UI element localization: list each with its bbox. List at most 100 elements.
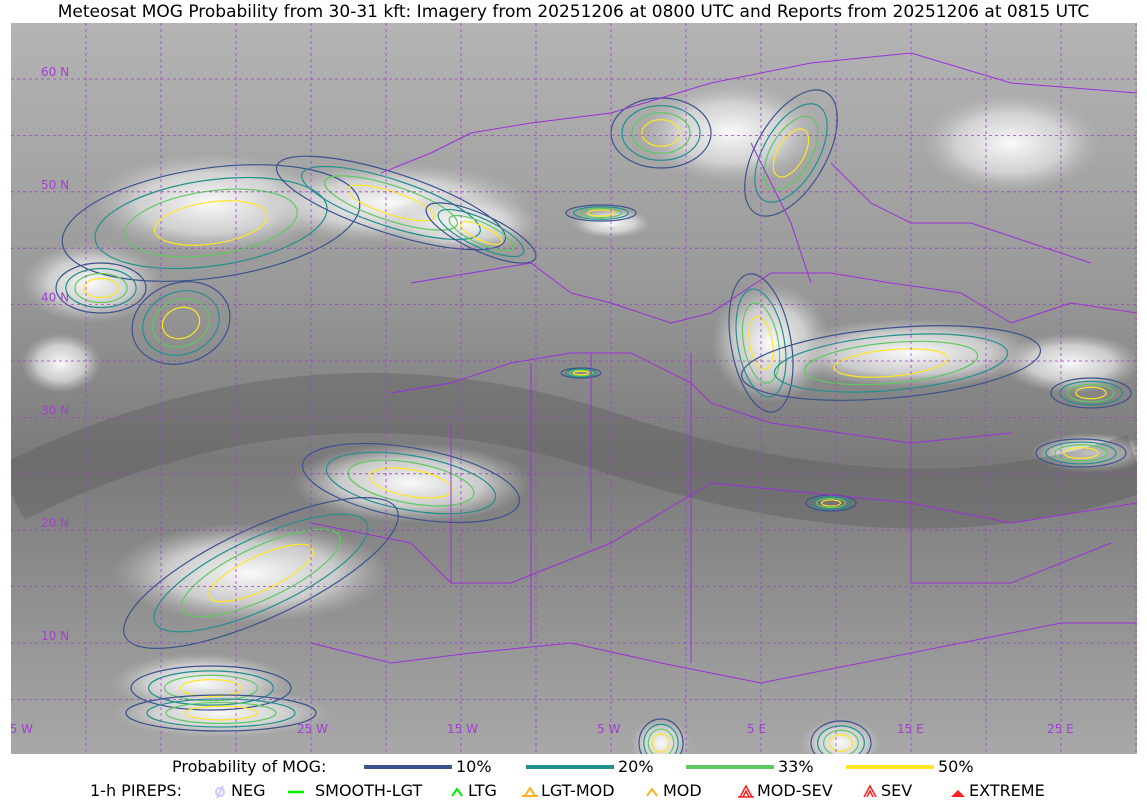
probability-contour bbox=[647, 728, 675, 754]
pireps-legend-label: 1-h PIREPS: bbox=[90, 781, 182, 800]
probability-contour bbox=[773, 333, 1009, 393]
probability-contour bbox=[346, 184, 436, 222]
probability-legend-item: 33% bbox=[686, 757, 814, 776]
longitude-label: 35 W bbox=[11, 722, 33, 736]
probability-contour bbox=[833, 348, 949, 378]
double-caret-icon bbox=[863, 783, 877, 797]
probability-contour bbox=[643, 723, 679, 754]
satellite-map: 60 N 50 N 40 N 30 N 20 N 10 N 35 W 25 W 15 W 5 W… bbox=[11, 23, 1137, 754]
probability-contour bbox=[153, 513, 369, 633]
probability-contour bbox=[638, 718, 684, 754]
probability-contour bbox=[763, 115, 819, 191]
probability-contour bbox=[425, 202, 537, 264]
probability-contour bbox=[323, 175, 459, 231]
null-symbol-icon bbox=[215, 785, 225, 798]
latitude-label: 60 N bbox=[41, 65, 69, 79]
probability-contour bbox=[94, 176, 328, 270]
probability-contour bbox=[180, 528, 342, 618]
pirep-legend-item: MOD bbox=[644, 781, 702, 800]
probability-contour bbox=[631, 112, 691, 154]
probability-contour bbox=[347, 459, 475, 507]
probability-contour bbox=[131, 281, 231, 365]
latitude-label: 30 N bbox=[41, 403, 69, 417]
dash-icon bbox=[288, 790, 304, 793]
probability-contour bbox=[810, 496, 852, 510]
probability-contour bbox=[165, 701, 277, 725]
latitude-label: 50 N bbox=[41, 178, 69, 192]
probability-contour bbox=[728, 273, 794, 413]
probability-legend-item: 20% bbox=[526, 757, 654, 776]
pirep-intensity-label: SMOOTH-LGT bbox=[315, 781, 423, 800]
pirep-legend-item: LTG bbox=[449, 781, 497, 800]
probability-contour bbox=[275, 155, 507, 251]
probability-contour bbox=[184, 705, 258, 721]
country-border bbox=[450, 353, 1112, 663]
probability-contour bbox=[152, 298, 210, 348]
longitude-label: 15 W bbox=[447, 722, 478, 736]
probability-contour bbox=[1067, 383, 1115, 403]
pirep-intensity-label: NEG bbox=[231, 781, 266, 800]
probability-contour bbox=[820, 499, 842, 507]
probability-contour bbox=[142, 290, 220, 356]
map-title: Meteosat MOG Probability from 30-31 kft:… bbox=[57, 2, 1090, 22]
longitude-label: 15 E bbox=[897, 722, 924, 736]
probability-contour bbox=[130, 665, 292, 711]
cloud-area bbox=[21, 333, 101, 393]
probability-level-label: 50% bbox=[938, 757, 974, 776]
probability-contour bbox=[325, 451, 497, 515]
pirep-legend-item: SEV bbox=[862, 781, 912, 800]
cloud-area bbox=[631, 718, 691, 754]
probability-contour bbox=[1035, 438, 1127, 468]
probability-level-label: 10% bbox=[456, 757, 492, 776]
cloud-area bbox=[111, 523, 391, 623]
line-swatch-icon bbox=[364, 764, 452, 769]
line-swatch-icon bbox=[526, 764, 614, 769]
longitude-label: 5 W bbox=[597, 722, 620, 736]
probability-contour bbox=[810, 720, 872, 754]
probability-contour bbox=[572, 370, 590, 376]
probability-contour bbox=[161, 306, 201, 340]
probability-contour bbox=[83, 277, 119, 299]
probability-contour bbox=[815, 497, 847, 509]
probability-contour bbox=[580, 207, 622, 219]
pirep-legend-item: LGT-MOD bbox=[522, 781, 615, 800]
country-border bbox=[380, 52, 1137, 174]
probability-contour bbox=[1059, 380, 1123, 406]
caret-icon bbox=[646, 786, 658, 797]
double-caret-bar-icon bbox=[738, 783, 754, 798]
latitude-label: 40 N bbox=[41, 291, 69, 305]
country-border bbox=[310, 622, 1137, 684]
pirep-legend-item: EXTREME bbox=[950, 781, 1045, 800]
cloud-area bbox=[1001, 333, 1137, 393]
probability-contour bbox=[568, 369, 594, 377]
probability-legend: Probability of MOG: 10% 20% 33% 50% bbox=[0, 757, 1147, 777]
pirep-legend-item: MOD-SEV bbox=[738, 781, 833, 800]
probability-contour bbox=[1063, 447, 1099, 459]
pirep-intensity-label: LGT-MOD bbox=[541, 781, 615, 800]
latitude-label: 10 N bbox=[41, 629, 69, 643]
probability-contour bbox=[301, 165, 481, 241]
probability-contour bbox=[448, 214, 514, 252]
line-swatch-icon bbox=[846, 764, 934, 769]
probability-contour bbox=[65, 267, 137, 309]
probability-contour bbox=[652, 733, 670, 753]
probability-legend-label: Probability of MOG: bbox=[172, 757, 327, 776]
longitude-label: 25 E bbox=[1047, 722, 1074, 736]
probability-contour bbox=[823, 729, 859, 754]
probability-contour bbox=[55, 262, 147, 314]
probability-contour bbox=[437, 208, 525, 258]
probability-level-label: 20% bbox=[618, 757, 654, 776]
probability-contour bbox=[164, 674, 259, 702]
probability-contour bbox=[641, 119, 681, 147]
probability-contour bbox=[180, 679, 243, 697]
probability-contour bbox=[817, 725, 865, 754]
probability-contour bbox=[772, 128, 810, 178]
caret-icon bbox=[451, 786, 463, 797]
line-swatch-icon bbox=[686, 764, 774, 769]
longitude-label: 25 W bbox=[297, 722, 328, 736]
probability-legend-item: 10% bbox=[364, 757, 492, 776]
cloud-area bbox=[91, 153, 331, 253]
pirep-legend-item: SMOOTH-LGT bbox=[288, 781, 422, 800]
probability-contour bbox=[587, 209, 615, 217]
probability-contour bbox=[564, 368, 598, 378]
